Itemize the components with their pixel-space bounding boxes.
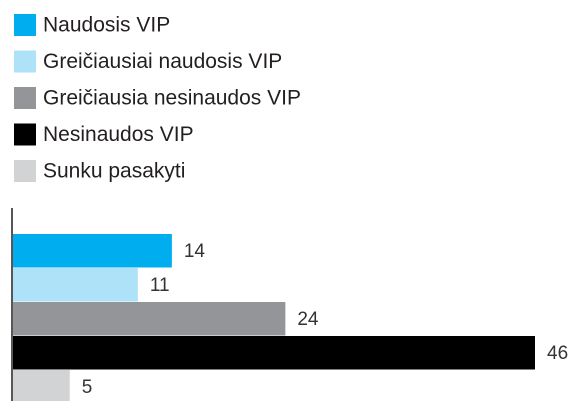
legend-swatch xyxy=(14,87,36,109)
bar xyxy=(13,302,286,336)
value-label: 5 xyxy=(82,377,93,398)
bar xyxy=(13,234,172,268)
legend-label: Greičiausiai naudosis VIP xyxy=(43,50,282,73)
bar xyxy=(13,370,70,401)
legend-label: Naudosis VIP xyxy=(43,14,170,37)
bar xyxy=(13,268,138,302)
legend-swatch xyxy=(14,160,36,182)
legend-label: Sunku pasakyti xyxy=(43,160,185,183)
legend-swatch xyxy=(14,14,36,36)
value-label: 11 xyxy=(150,275,170,296)
value-label: 24 xyxy=(297,309,319,330)
legend-label: Greičiausia nesinaudos VIP xyxy=(43,87,301,110)
legend-label: Nesinaudos VIP xyxy=(43,123,194,146)
bar xyxy=(13,336,535,370)
value-label: 14 xyxy=(184,241,206,262)
value-label: 46 xyxy=(547,343,568,364)
legend-swatch xyxy=(14,50,36,73)
legend-swatch xyxy=(14,123,36,146)
